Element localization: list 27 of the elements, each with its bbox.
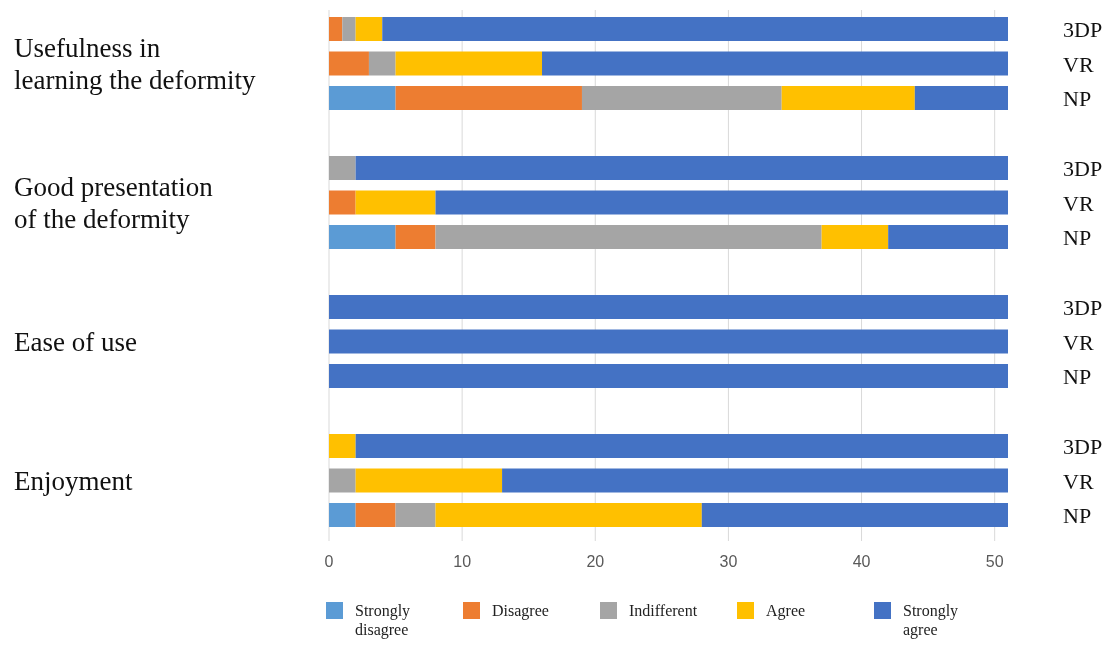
y-tick-label: NP (1063, 225, 1092, 250)
x-tick-label: 40 (852, 553, 871, 570)
text: Good presentation of the deformity (14, 171, 214, 234)
x-tick-label: 30 (719, 553, 738, 570)
legend-label: Agree (766, 602, 806, 620)
y-tick-label: VR (1063, 51, 1094, 77)
x-tick-label: 50 (985, 553, 1004, 570)
x-tick-label: 20 (586, 553, 605, 570)
legend-label: Strongly agree (903, 602, 959, 639)
y-tick-label: 3DP (1063, 156, 1103, 181)
text: Usefulness in learning the deformity (14, 32, 256, 95)
y-tick-label: VR (1063, 190, 1094, 216)
y-tick-label: 3DP (1063, 434, 1103, 459)
legend-label: Indifferent (629, 602, 698, 619)
x-tick-label: 10 (453, 553, 472, 570)
y-tick-label: 3DP (1063, 295, 1103, 320)
y-tick-label: VR (1063, 329, 1094, 355)
text: Ease of use (14, 326, 137, 357)
x-tick-label: 0 (324, 553, 334, 570)
y-tick-label: 3DP (1063, 17, 1103, 42)
y-tick-label: VR (1063, 468, 1094, 494)
y-tick-label: NP (1063, 86, 1092, 111)
y-tick-label: NP (1063, 503, 1092, 528)
y-tick-label: NP (1063, 364, 1092, 389)
text: Enjoyment (14, 465, 133, 496)
legend-label: Disagree (492, 602, 549, 620)
legend-label: Strongly disagree (355, 602, 411, 639)
